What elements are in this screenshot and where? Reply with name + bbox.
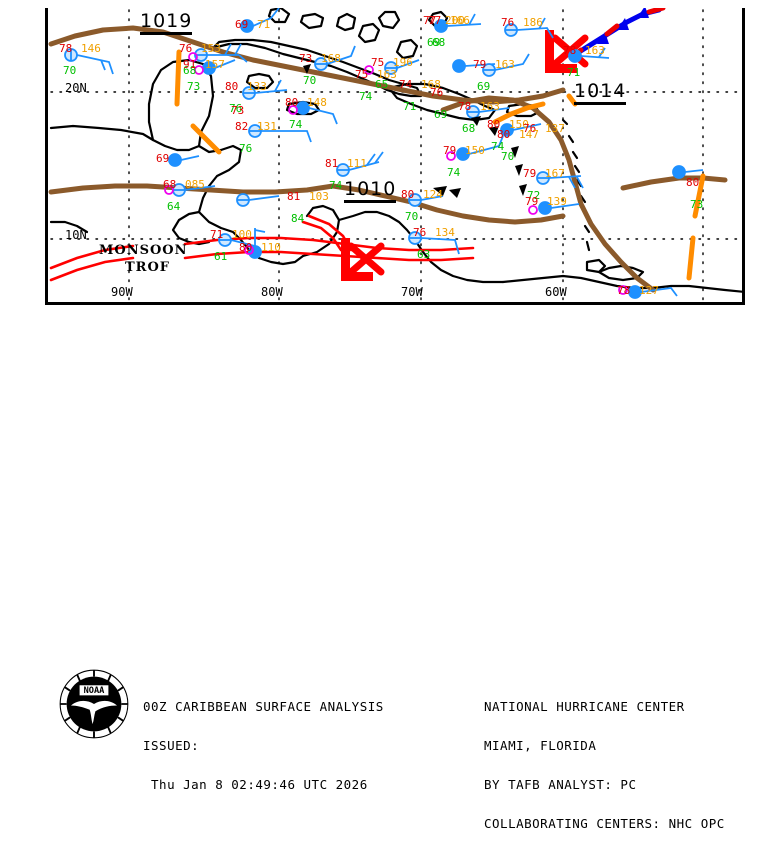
station-symbol <box>568 47 610 63</box>
station-symbol <box>248 228 266 259</box>
low-center-1010 <box>341 238 385 281</box>
station-symbol <box>434 13 482 33</box>
graticule <box>50 9 742 301</box>
issuing-office-block: NATIONAL HURRICANE CENTER MIAMI, FLORIDA… <box>484 674 725 856</box>
station-symbol <box>536 171 584 189</box>
monsoon-trough-lines <box>49 214 475 282</box>
collaborating-centers: COLLABORATING CENTERS: NHC OPC <box>484 816 725 831</box>
station-symbol <box>500 123 542 137</box>
weather-map: 20N 10N 90W 80W 70W 60W 1019 1014 1010 M… <box>45 8 745 305</box>
station-symbol <box>296 101 338 125</box>
station-plots <box>64 8 704 299</box>
product-title: 00Z CARIBBEAN SURFACE ANALYSIS <box>143 699 384 714</box>
station-symbol <box>194 43 248 63</box>
low-pressure-centers <box>341 30 589 281</box>
station-symbol <box>236 193 280 207</box>
station-symbol <box>504 17 554 39</box>
station-symbol <box>168 153 200 167</box>
station-symbol <box>218 233 256 247</box>
station-symbol <box>240 8 280 33</box>
station-symbol <box>248 124 312 143</box>
noaa-wordmark: NOAA <box>84 686 106 696</box>
analyst-line: BY TAFB ANALYST: PC <box>484 777 637 792</box>
map-graphics <box>48 8 742 301</box>
issued-label: ISSUED: <box>143 738 200 753</box>
frontal-boundary <box>568 8 666 61</box>
station-symbol <box>408 231 460 255</box>
station-symbol <box>456 135 504 161</box>
station-symbol <box>672 165 704 179</box>
product-title-block: 00Z CARIBBEAN SURFACE ANALYSIS ISSUED: T… <box>143 674 384 817</box>
issuing-center: NATIONAL HURRICANE CENTER <box>484 699 685 714</box>
station-symbol <box>466 105 510 119</box>
station-symbol <box>628 285 678 299</box>
station-symbol <box>408 193 444 207</box>
product-footer: NOAA 00Z CARIBBEAN SURFACE ANALYSIS ISSU… <box>0 330 760 830</box>
station-symbol <box>336 151 384 177</box>
station-symbol <box>384 59 420 75</box>
cloud-markers <box>164 52 628 295</box>
cold-front-pips <box>597 8 649 44</box>
issued-time: Thu Jan 8 02:49:46 UTC 2026 <box>143 777 368 792</box>
issuing-location: MIAMI, FLORIDA <box>484 738 597 753</box>
station-symbol <box>242 79 288 100</box>
surface-analysis-page: 20N 10N 90W 80W 70W 60W 1019 1014 1010 M… <box>0 8 760 830</box>
station-symbol <box>64 48 114 75</box>
station-symbol <box>538 201 580 215</box>
weather-symbols <box>303 64 527 198</box>
isobars <box>174 49 706 281</box>
station-symbol <box>202 59 236 75</box>
station-symbol <box>314 45 356 71</box>
noaa-logo-icon: NOAA <box>59 669 129 739</box>
station-symbol <box>482 53 530 77</box>
